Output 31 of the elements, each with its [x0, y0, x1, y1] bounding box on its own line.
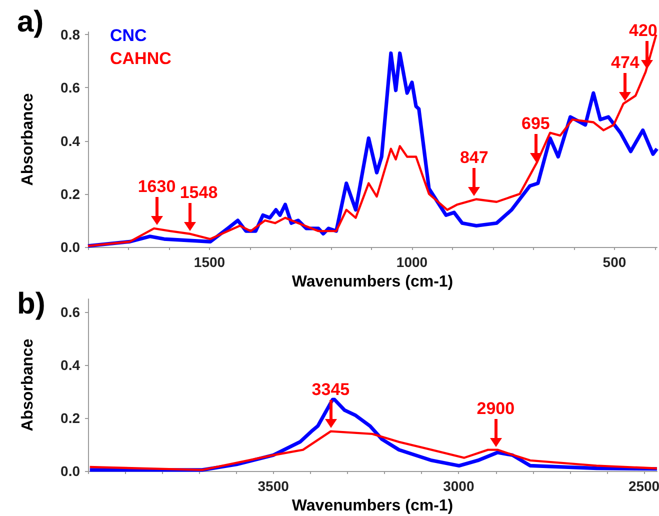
annotation: 420 [629, 20, 658, 40]
annotation: 847 [460, 148, 488, 168]
y-tick-label: 0.2 [60, 186, 80, 202]
annotation: 695 [522, 114, 550, 133]
y-tick-label: 0.2 [60, 410, 80, 426]
y-axis-title: Absorbance [20, 338, 36, 432]
text: CNC [110, 26, 147, 45]
y-axis-title: Absorbance [20, 93, 36, 186]
text: CAHNC [110, 49, 172, 68]
annotation: 1548 [180, 182, 218, 202]
x-tick-label: 3000 [443, 478, 474, 494]
annotation: 2900 [476, 398, 515, 418]
x-tick-label: 1500 [194, 254, 226, 270]
y-tick-label: 0.0 [60, 463, 80, 479]
y-tick-label: 0.4 [60, 357, 80, 374]
chart-title: a) [17, 6, 44, 38]
y-tick-label: 0.4 [60, 132, 80, 149]
annotation: 3345 [312, 380, 350, 400]
x-tick-label: 500 [602, 254, 626, 270]
y-tick-label: 0.6 [60, 304, 80, 320]
x-axis-title: Wavenumbers (cm-1) [292, 497, 454, 514]
annotation: 474 [611, 52, 640, 72]
y-tick-label: 0.0 [60, 239, 80, 255]
y-tick-label: 0.6 [60, 80, 80, 96]
x-tick-label: 3500 [258, 478, 290, 494]
x-axis-title: Wavenumbers (cm-1) [292, 273, 454, 290]
annotation: 1630 [138, 177, 176, 196]
x-tick-label: 1000 [396, 254, 428, 270]
chart-title: b) [17, 288, 46, 320]
y-tick-label: 0.8 [60, 26, 80, 43]
x-tick-label: 2500 [628, 478, 659, 494]
